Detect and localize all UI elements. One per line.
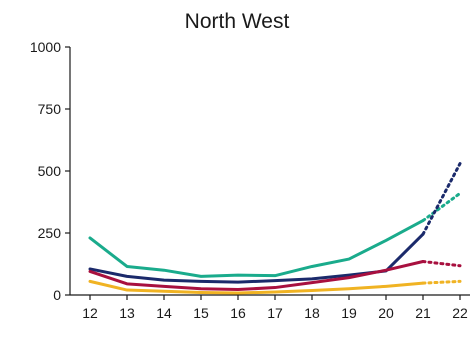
series-projection-2 bbox=[421, 162, 462, 236]
series-projection-1 bbox=[421, 191, 462, 223]
series-line-4 bbox=[88, 279, 425, 295]
series-line-3 bbox=[88, 260, 425, 292]
y-tick-label: 500 bbox=[38, 163, 62, 179]
chart-title: North West bbox=[185, 10, 290, 33]
x-tick-label: 21 bbox=[415, 305, 431, 321]
x-tick-label: 14 bbox=[156, 305, 172, 321]
x-tick-label: 12 bbox=[82, 305, 98, 321]
x-tick-label: 20 bbox=[378, 305, 394, 321]
series-group bbox=[88, 162, 462, 295]
y-tick-label: 0 bbox=[53, 287, 61, 303]
y-tick-label: 250 bbox=[38, 225, 62, 241]
x-tick-label: 18 bbox=[304, 305, 320, 321]
series-projection-4 bbox=[421, 279, 462, 285]
x-tick-label: 13 bbox=[119, 305, 135, 321]
series-line-1 bbox=[88, 219, 425, 278]
x-tick-label: 16 bbox=[230, 305, 246, 321]
x-tick-label: 19 bbox=[341, 305, 357, 321]
y-tick-label: 1000 bbox=[30, 39, 61, 55]
x-tick-label: 15 bbox=[193, 305, 209, 321]
x-tick-label: 17 bbox=[267, 305, 283, 321]
y-tick-label: 750 bbox=[38, 101, 62, 117]
x-axis: 12 13 14 15 16 17 18 19 20 21 22 bbox=[70, 294, 470, 321]
series-projection-3 bbox=[421, 260, 462, 268]
y-axis: 0 250 500 750 1000 bbox=[30, 39, 71, 303]
x-tick-label: 22 bbox=[452, 305, 468, 321]
